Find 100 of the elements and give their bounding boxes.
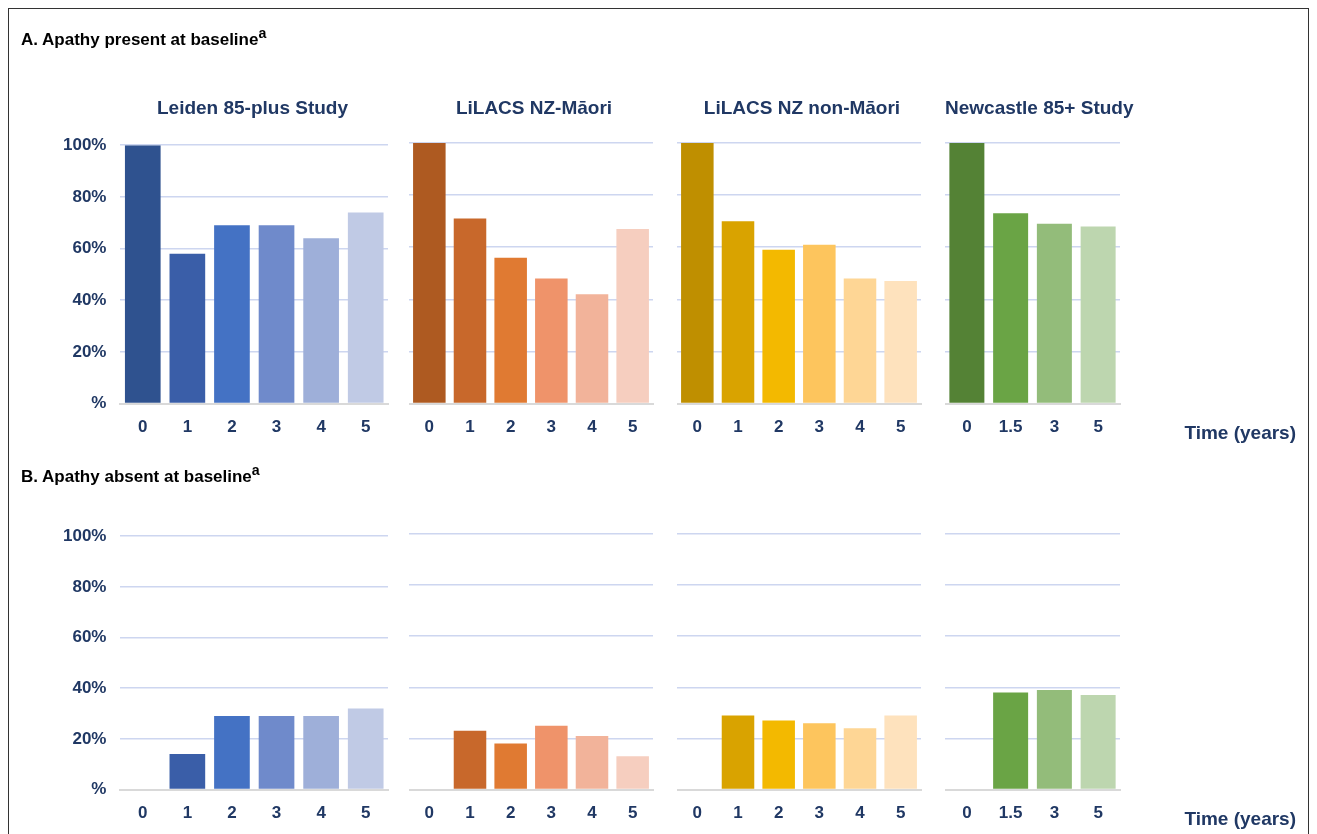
y-tick-label: 100% [63, 525, 107, 545]
x-tick-label: 5 [627, 417, 638, 437]
bar [843, 278, 877, 403]
chart-title: B. Apathy absent at baseline$^{a}$ [21, 462, 260, 487]
bar [413, 143, 446, 403]
x-tick-label: 5 [895, 803, 906, 823]
x-axis-title: Time (years) [1184, 807, 1296, 829]
x-tick-label: 5 [1093, 417, 1103, 437]
chart-subtitle: Newcastle 85+ Study [945, 97, 1134, 119]
bar [124, 145, 161, 403]
x-tick-label: 5 [895, 417, 906, 437]
bar [762, 249, 795, 403]
x-tick-label: 3 [814, 417, 825, 437]
x-tick-label: 4 [855, 417, 866, 437]
bar [453, 218, 487, 403]
x-tick-label: 4 [587, 417, 598, 437]
bar [494, 257, 527, 403]
y-tick-label: 80% [72, 186, 107, 206]
x-tick-label: 4 [587, 803, 598, 823]
bar [843, 728, 877, 789]
bar [214, 716, 250, 789]
bar [721, 715, 755, 789]
x-tick-label: 4 [316, 417, 327, 437]
bar [169, 754, 206, 789]
x-tick-label: 1.5 [998, 803, 1023, 823]
bar [535, 278, 568, 403]
x-tick-label: 4 [316, 803, 327, 823]
x-tick-label: 3 [546, 417, 557, 437]
bar [616, 756, 649, 789]
chart-subtitle: LiLACS NZ non-Māori [702, 97, 902, 119]
bar [453, 730, 487, 789]
x-tick-label: 0 [962, 417, 972, 437]
x-tick-label: 1 [733, 803, 743, 823]
x-tick-label: 1 [465, 417, 475, 437]
x-tick-label: 3 [546, 803, 557, 823]
x-tick-label: 1 [733, 417, 743, 437]
y-tick-label: 20% [72, 341, 107, 361]
y-tick-label: 60% [72, 238, 107, 258]
x-tick-label: 0 [692, 803, 703, 823]
x-tick-label: 3 [1049, 803, 1060, 823]
chart-subtitle: Leiden 85-plus Study [155, 97, 350, 119]
bar [803, 723, 836, 789]
bar [303, 716, 339, 789]
bar [884, 281, 917, 403]
bar [575, 735, 609, 789]
y-tick-label: 40% [72, 677, 107, 697]
bar [1080, 226, 1116, 403]
bar [575, 294, 609, 403]
x-tick-label: 0 [692, 417, 703, 437]
bar [884, 715, 917, 789]
x-tick-label: 5 [1093, 803, 1103, 823]
y-tick-label: 40% [72, 289, 107, 309]
bar [616, 229, 649, 403]
x-tick-label: 5 [627, 803, 638, 823]
x-tick-label: 2 [227, 417, 237, 437]
x-tick-label: 2 [227, 803, 237, 823]
x-tick-label: 2 [773, 803, 784, 823]
bar [949, 143, 985, 403]
chart-title: A. Apathy present at baseline$^{a}$ [21, 25, 267, 50]
x-tick-label: 0 [424, 803, 435, 823]
x-tick-label: 4 [855, 803, 866, 823]
bar [681, 143, 714, 403]
y-tick-label: 100% [63, 134, 107, 154]
x-tick-label: 2 [505, 417, 516, 437]
y-tick-label: 60% [72, 627, 107, 647]
x-tick-label: 1 [465, 803, 475, 823]
x-tick-label: 0 [138, 803, 148, 823]
bar [721, 221, 755, 403]
bar [347, 212, 384, 403]
x-tick-label: 3 [271, 417, 282, 437]
bar [494, 743, 527, 789]
bar [214, 225, 250, 403]
bar [258, 225, 295, 403]
bar [535, 725, 568, 789]
x-tick-label: 0 [424, 417, 435, 437]
chart-subtitle: LiLACS NZ-Māori [454, 97, 614, 119]
x-tick-label: 3 [271, 803, 282, 823]
bar [347, 708, 384, 789]
x-axis-title: Time (years) [1184, 421, 1296, 443]
x-tick-label: 3 [814, 803, 825, 823]
x-tick-label: 0 [962, 803, 972, 823]
x-tick-label: 3 [1049, 417, 1060, 437]
x-tick-label: 1.5 [998, 417, 1023, 437]
bar [169, 253, 206, 403]
x-tick-label: 1 [182, 417, 193, 437]
bar [762, 720, 795, 789]
x-tick-label: 1 [182, 803, 193, 823]
x-tick-label: 5 [360, 803, 371, 823]
bar [993, 213, 1029, 403]
y-tick-label: % [91, 393, 107, 413]
y-tick-label: 80% [72, 576, 107, 596]
x-tick-label: 5 [360, 417, 371, 437]
x-tick-label: 2 [773, 417, 784, 437]
bar [258, 716, 295, 789]
y-tick-label: 20% [72, 728, 107, 748]
bar [803, 244, 836, 403]
y-tick-label: % [91, 779, 107, 799]
bar [303, 238, 339, 403]
x-tick-label: 0 [138, 417, 148, 437]
x-tick-label: 2 [505, 803, 516, 823]
